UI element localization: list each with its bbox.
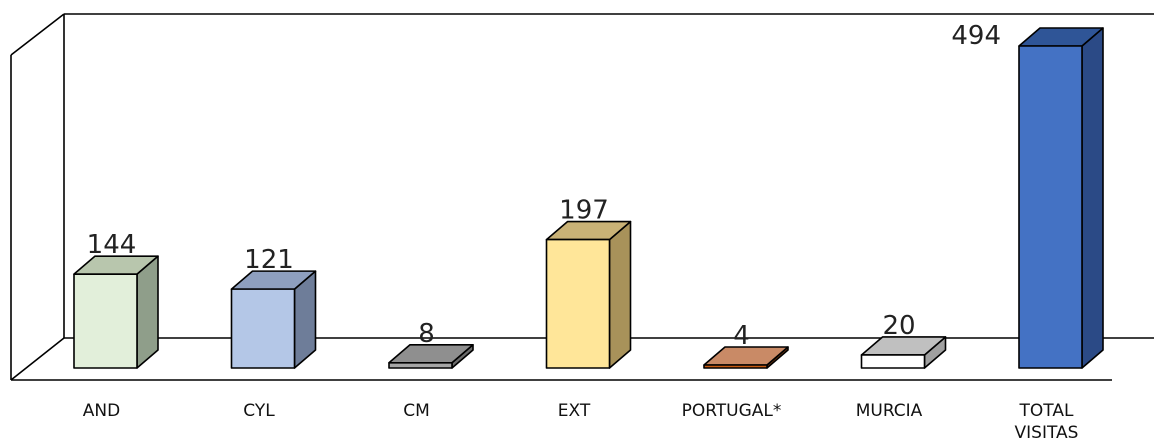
category-label-line: CM <box>403 401 430 421</box>
labels-group: 144 AND 121 CYL 8 CM 197 EXT 4 PORTUGAL* 20 MURCIA 4… <box>83 21 1079 443</box>
category-label-line: VISITAS <box>1015 423 1079 443</box>
bar-front-cyl <box>230 288 296 369</box>
bar-and <box>73 255 159 369</box>
value-label-total-visitas: 494 <box>951 21 1001 51</box>
category-label-cm: CM <box>403 401 430 421</box>
category-label-line: MURCIA <box>856 401 923 421</box>
bar-total-visitas <box>1018 27 1104 369</box>
bar-ext <box>545 220 632 369</box>
category-label-line: PORTUGAL* <box>682 401 782 421</box>
bar-front-and <box>73 273 138 369</box>
bar-front-portugal <box>703 364 768 369</box>
floor-left-diag <box>10 337 65 381</box>
value-label-and: 144 <box>87 230 137 260</box>
bars-group <box>73 27 1104 369</box>
category-label-line: AND <box>83 401 120 421</box>
category-label-and: AND <box>83 401 120 421</box>
category-label-line: EXT <box>558 401 591 421</box>
bar-side-ext <box>608 220 632 369</box>
bar-side-total-visitas <box>1081 27 1104 369</box>
category-label-cyl: CYL <box>243 401 275 421</box>
bar-front-total-visitas <box>1018 45 1083 369</box>
bar-side-and <box>136 255 159 369</box>
bar-front-ext <box>545 238 611 369</box>
bar-front-cm <box>388 361 453 369</box>
bar-murcia <box>860 336 947 369</box>
category-label-murcia: MURCIA <box>856 401 923 421</box>
left-wall-top <box>10 13 65 56</box>
category-label-line: CYL <box>243 401 275 421</box>
value-label-cm: 8 <box>418 319 435 349</box>
bar-front-murcia <box>860 354 926 369</box>
value-label-murcia: 20 <box>882 311 915 341</box>
value-label-cyl: 121 <box>244 245 294 275</box>
value-label-ext: 197 <box>559 196 609 226</box>
bar-portugal <box>703 346 789 369</box>
bar-cyl <box>230 270 317 369</box>
bar-cm <box>388 343 474 369</box>
category-label-portugal: PORTUGAL* <box>682 401 782 421</box>
category-label-total-visitas: TOTAL VISITAS <box>1015 401 1079 443</box>
value-label-portugal: 4 <box>733 321 750 351</box>
category-label-ext: EXT <box>558 401 591 421</box>
category-label-line: TOTAL <box>1019 401 1074 421</box>
